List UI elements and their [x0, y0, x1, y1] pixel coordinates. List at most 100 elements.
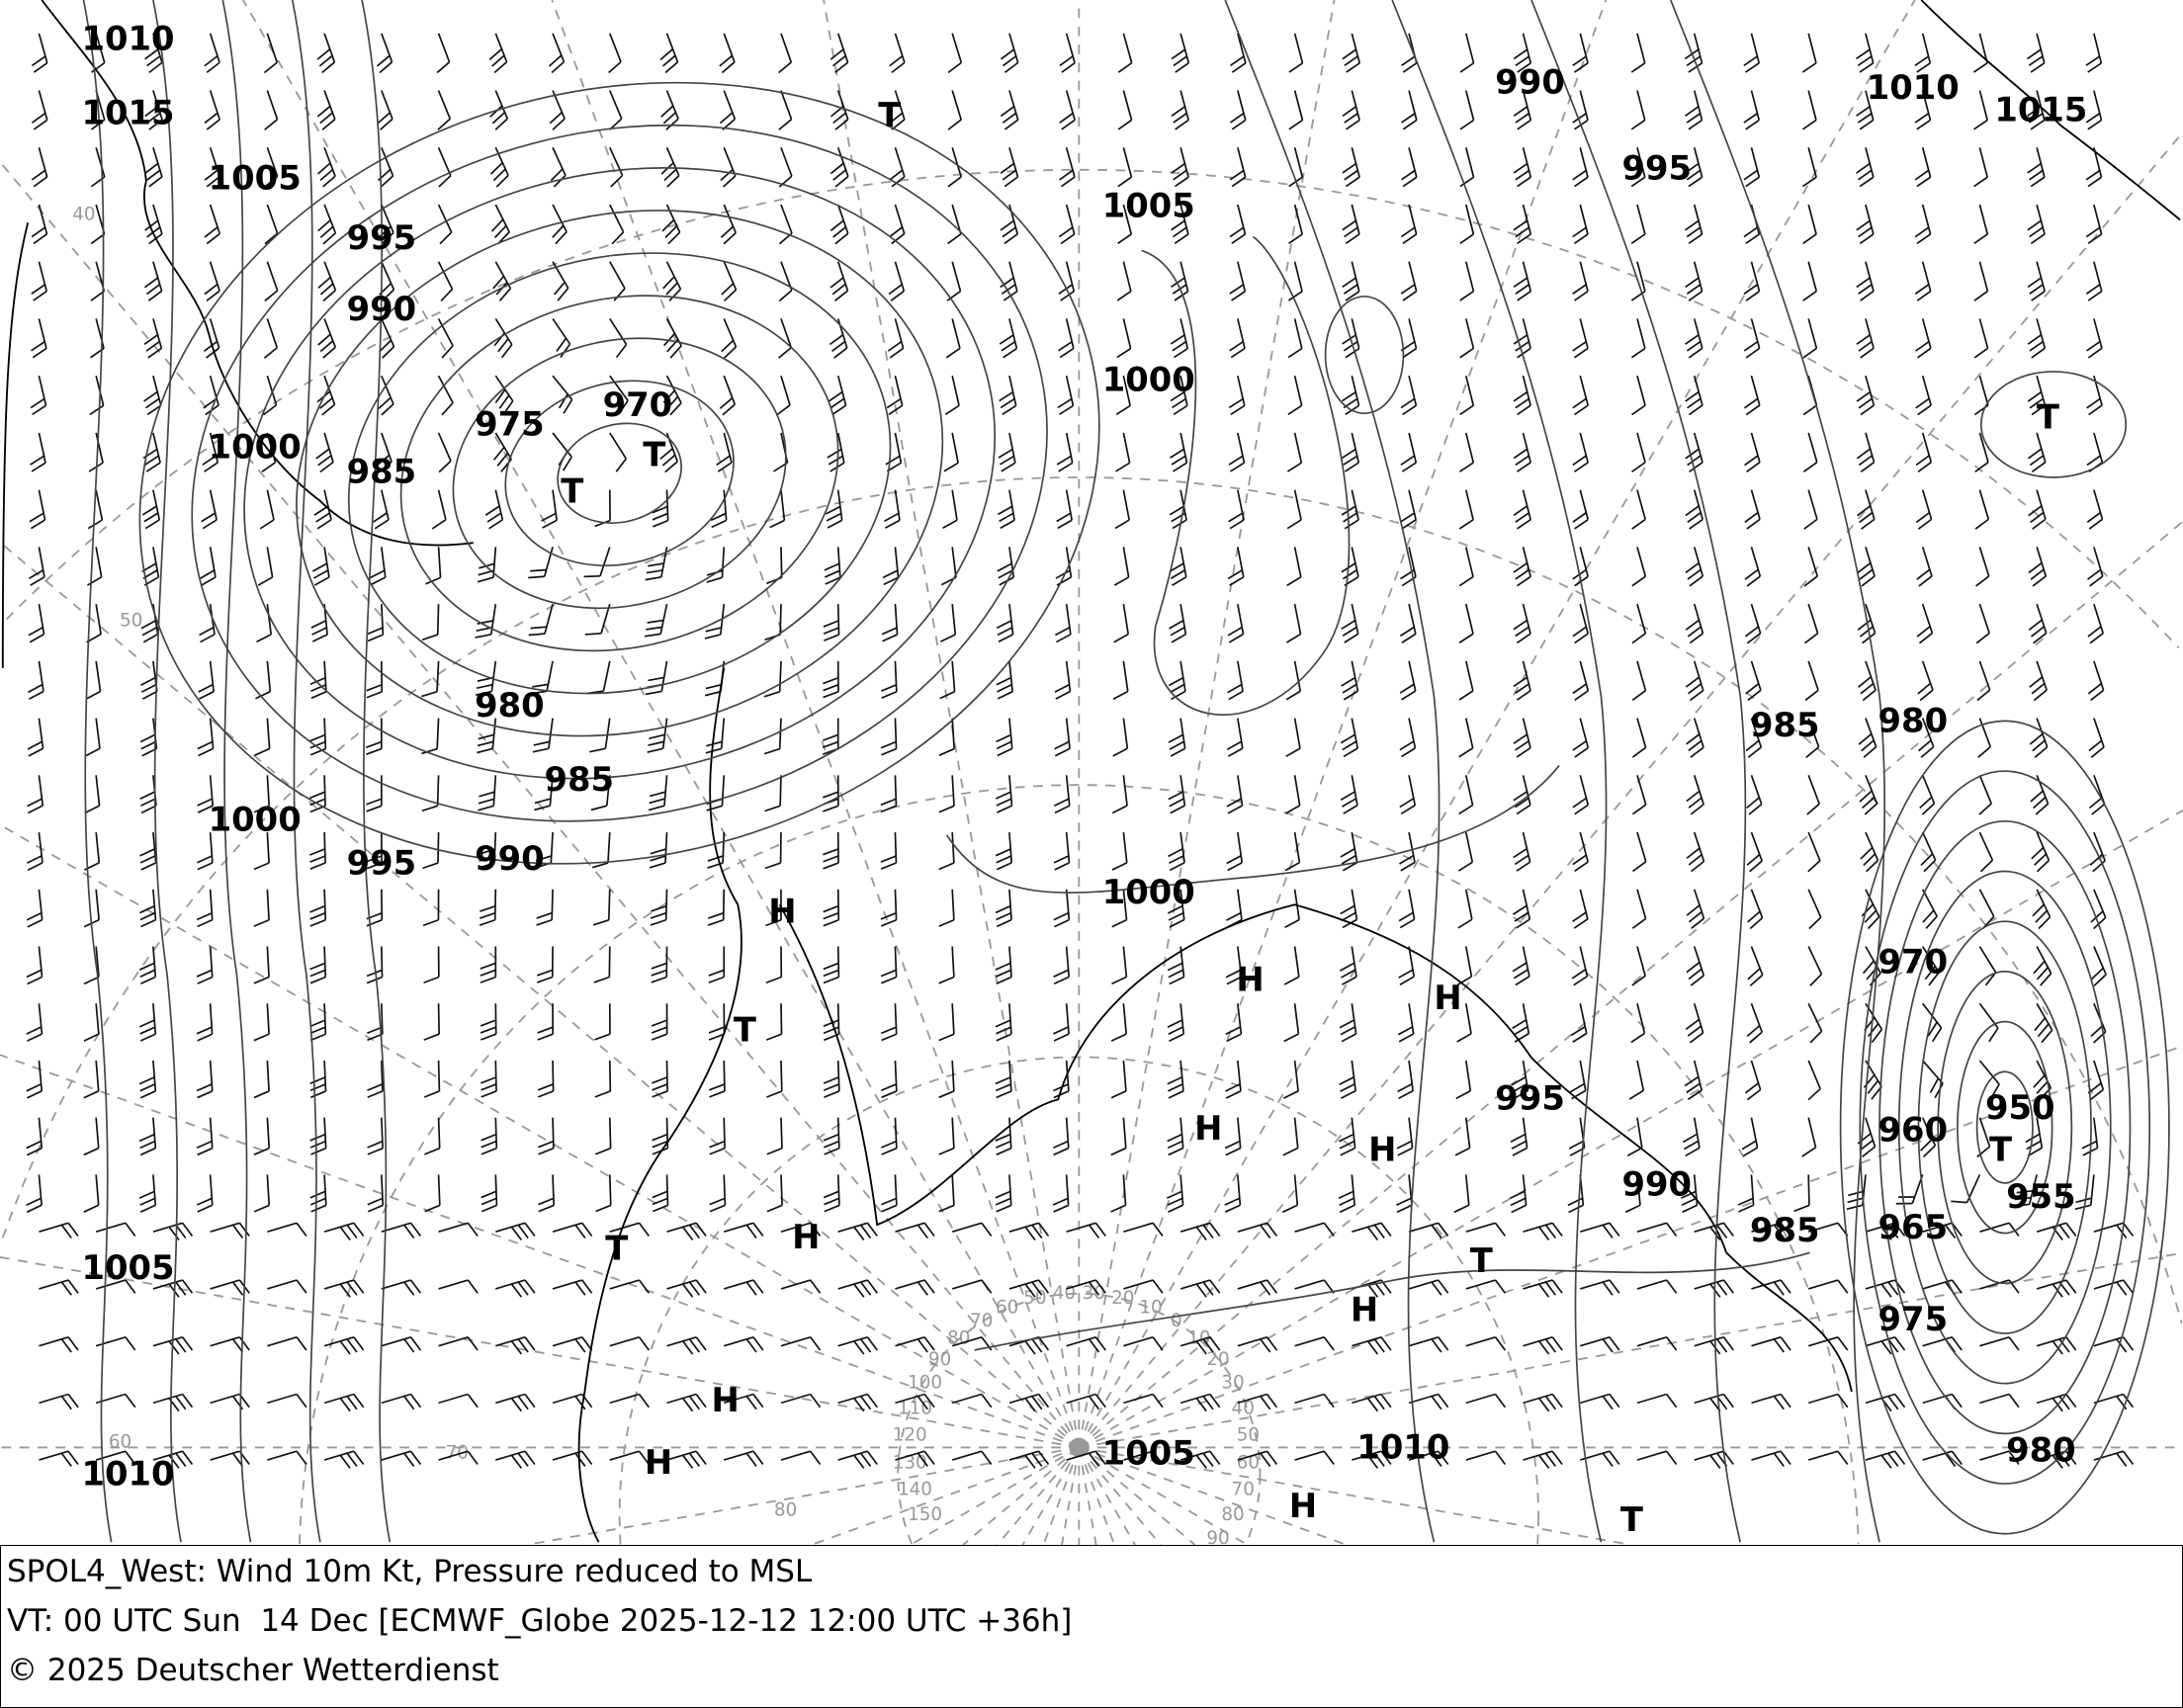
wind-barb [880, 946, 898, 984]
wind-barb [1229, 318, 1246, 359]
wind-barb [267, 1222, 307, 1238]
wind-barb [83, 1060, 100, 1099]
wind-barb [1058, 261, 1076, 301]
wind-barb [552, 1393, 593, 1410]
wind-barb [2085, 33, 2103, 73]
wind-barb [1456, 946, 1473, 986]
wind-barb [1743, 147, 1761, 188]
wind-barb [1513, 547, 1531, 587]
wind-barb [1580, 1393, 1620, 1410]
wind-barb [1630, 90, 1646, 130]
wind-barb [1397, 1060, 1414, 1100]
wind-barb [1804, 603, 1819, 644]
wind-barb [552, 1450, 593, 1467]
wind-barb [1636, 1222, 1678, 1238]
wind-barb [1631, 432, 1646, 473]
wind-barb [705, 718, 726, 754]
wind-barb [1630, 1003, 1646, 1044]
isobar [1141, 235, 1351, 716]
wind-barb [880, 1003, 898, 1042]
isobar [557, 422, 683, 524]
wind-barb [1401, 33, 1418, 73]
wind-barb [1454, 1117, 1471, 1156]
wind-barb [780, 1335, 822, 1351]
wind-barb [323, 1279, 365, 1298]
longitude-label: 80 [1221, 1504, 1244, 1525]
meridian-line [526, 1446, 1080, 1545]
wind-barb [716, 432, 733, 472]
wind-barb [1856, 204, 1875, 245]
wind-barb [1058, 318, 1075, 359]
wind-barb [1229, 204, 1247, 244]
isobar [243, 167, 996, 780]
wind-barb [1512, 889, 1531, 929]
wind-barb [1294, 1279, 1335, 1294]
wind-barb [495, 1222, 536, 1240]
wind-barb [1408, 1222, 1449, 1239]
pressure-label: 990 [1495, 62, 1565, 101]
wind-barb [1684, 1060, 1703, 1100]
wind-barb [594, 489, 611, 528]
wind-barb [1860, 831, 1879, 873]
wind-barb [1230, 33, 1247, 73]
wind-barb [997, 489, 1015, 530]
pressure-centers: H H H H H H H H H H T T T T T T T T T [561, 96, 2059, 1539]
wind-barb [1743, 261, 1761, 301]
wind-barb [196, 1117, 214, 1156]
wind-barb [1227, 547, 1245, 586]
wind-barb [210, 1393, 250, 1410]
high-pressure-marker: H [1236, 961, 1264, 999]
wind-barb [2093, 1279, 2135, 1296]
wind-barb [1110, 1060, 1127, 1099]
wind-barb [1168, 660, 1186, 701]
wind-barb [1974, 489, 1990, 530]
pressure-label: 970 [603, 385, 673, 424]
wind-barb [1000, 33, 1019, 74]
wind-barb [1572, 603, 1589, 644]
wind-barb [1631, 375, 1646, 416]
wind-barb [1342, 261, 1360, 301]
wind-barb [710, 489, 728, 529]
pressure-label: 955 [2006, 1177, 2076, 1216]
wind-barb [608, 33, 622, 74]
wind-barb [1166, 1174, 1184, 1213]
wind-barb [881, 660, 898, 699]
wind-barb [39, 1279, 79, 1296]
wind-barb [649, 832, 668, 869]
wind-barb [708, 946, 726, 983]
meridian-line [0, 542, 1080, 1449]
wind-barb [1856, 318, 1875, 359]
wind-barb [1117, 33, 1133, 73]
wind-barb [367, 1060, 384, 1098]
wind-barb [951, 1450, 993, 1465]
wind-barb [650, 889, 668, 926]
wind-barb [1171, 33, 1190, 73]
wind-barb [825, 489, 843, 529]
wind-barb [1856, 432, 1876, 473]
wind-barb [1400, 147, 1418, 188]
wind-barb [1686, 775, 1704, 815]
wind-barb [1807, 1060, 1821, 1101]
wind-barb [1342, 147, 1360, 188]
meridian-line [1079, 1446, 1348, 1545]
wind-barb [1458, 489, 1474, 530]
wind-barb [944, 376, 960, 416]
wind-barb [1170, 376, 1188, 416]
wind-barb [662, 375, 682, 416]
wind-barb [1008, 1222, 1050, 1240]
wind-barb [724, 1450, 764, 1467]
wind-barb [888, 261, 906, 301]
wind-barb [1856, 33, 1875, 73]
wind-barb [1922, 1335, 1963, 1353]
wind-barb [198, 660, 215, 700]
wind-barb [1459, 204, 1475, 244]
wind-barb [1685, 375, 1703, 416]
wind-barb [152, 1450, 194, 1469]
wind-barb [666, 1335, 707, 1355]
wind-barb [144, 33, 163, 74]
wind-barb [436, 33, 451, 74]
wind-barb [1978, 831, 1994, 873]
wind-barb [27, 718, 44, 757]
wind-barb [938, 1003, 955, 1042]
wind-barb [1179, 1335, 1221, 1355]
